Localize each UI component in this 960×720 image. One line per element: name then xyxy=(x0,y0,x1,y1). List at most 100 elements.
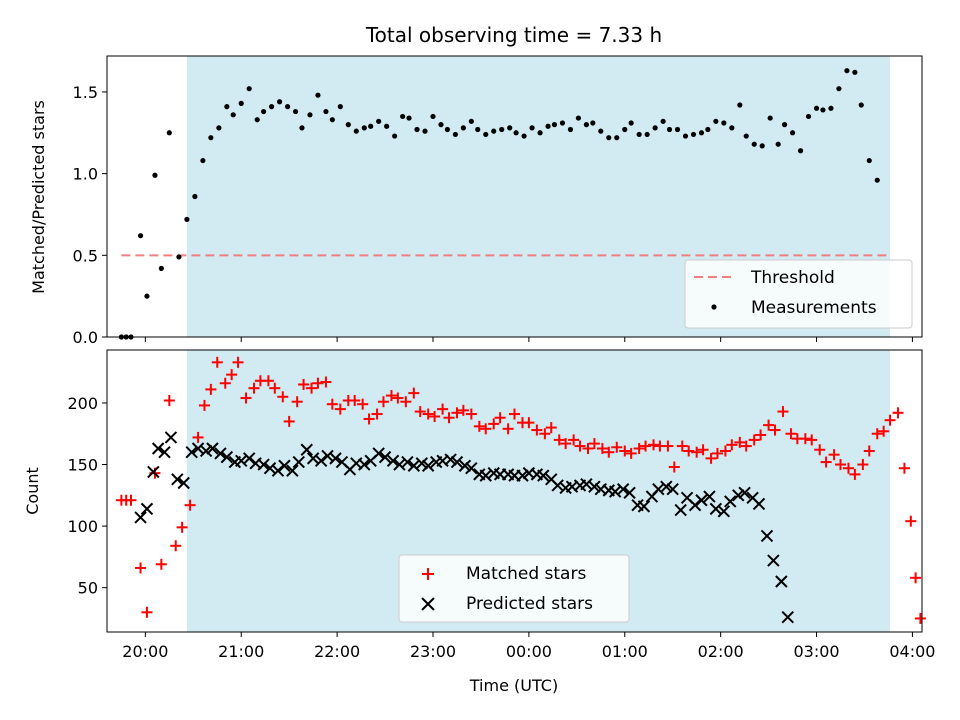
predicted-star-point xyxy=(185,446,198,459)
predicted-star-point xyxy=(171,473,184,486)
predicted-star-point xyxy=(732,489,745,502)
matched-star-point xyxy=(184,499,196,511)
predicted-star-point xyxy=(220,450,234,464)
x-tick-label: 00:00 xyxy=(506,642,552,661)
measurement-point xyxy=(315,92,321,98)
matched-star-point xyxy=(248,382,260,394)
x-axis-title: Time (UTC) xyxy=(469,676,558,695)
measurement-point xyxy=(353,128,359,134)
measurement-point xyxy=(805,113,812,120)
predicted-star-point xyxy=(177,476,190,490)
measurement-point xyxy=(729,125,735,131)
bottom-legend: Matched stars Predicted stars xyxy=(398,554,630,623)
matched-star-point xyxy=(211,356,223,368)
matched-star-point xyxy=(135,562,147,574)
measurement-point xyxy=(628,120,634,126)
x-tick-label: 01:00 xyxy=(602,642,648,661)
matched-star-point xyxy=(531,424,543,436)
matched-star-point xyxy=(377,396,389,408)
matched-star-point xyxy=(357,398,369,410)
predicted-star-point xyxy=(752,497,766,511)
top-y-tick-label: 1.5 xyxy=(73,83,98,102)
measurement-point xyxy=(660,118,666,124)
predicted-star-point xyxy=(760,529,774,543)
measurement-point xyxy=(674,126,681,133)
measurement-point xyxy=(614,135,620,141)
measurement-point xyxy=(299,125,305,131)
matched-star-point xyxy=(814,444,826,456)
matched-star-point xyxy=(298,378,310,390)
measurement-point xyxy=(152,172,158,178)
predicted-star-point xyxy=(450,455,464,469)
measurement-point xyxy=(666,126,673,133)
measurement-point xyxy=(636,131,642,138)
measurement-point xyxy=(284,104,291,110)
x-tick-label: 04:00 xyxy=(889,642,935,661)
predicted-star-point xyxy=(616,482,630,496)
matched-star-point xyxy=(523,417,535,429)
matched-star-point xyxy=(676,440,688,452)
matched-star-point xyxy=(588,438,600,450)
matched-star-point xyxy=(914,612,926,624)
matched-star-point xyxy=(240,392,252,404)
predicted-star-point xyxy=(271,464,285,477)
predicted-star-point xyxy=(660,480,673,493)
measurement-point xyxy=(166,130,172,136)
predicted-star-point xyxy=(551,479,564,492)
measurement-point xyxy=(329,117,335,123)
x-tick-label: 20:00 xyxy=(122,642,168,661)
matched-star-point xyxy=(219,377,231,389)
predicted-star-point xyxy=(321,449,334,463)
measurement-point xyxy=(230,112,236,118)
measurement-point xyxy=(438,122,444,128)
matched-star-point xyxy=(443,412,455,424)
measurement-point xyxy=(690,131,697,138)
predicted-star-point xyxy=(537,469,550,482)
measurement-point xyxy=(246,86,252,92)
predicted-star-point xyxy=(717,505,731,518)
matched-star-point xyxy=(283,415,295,427)
matched-star-point xyxy=(640,440,652,452)
measurement-point xyxy=(158,265,164,271)
matched-star-point xyxy=(619,445,631,457)
measurement-point xyxy=(828,105,834,111)
matched-star-point xyxy=(835,459,846,471)
measurement-point xyxy=(775,141,781,147)
measurement-point xyxy=(682,133,689,139)
matched-star-point xyxy=(683,445,695,457)
measurement-point xyxy=(224,104,230,110)
measurement-point xyxy=(713,118,719,124)
measurement-point xyxy=(545,123,551,129)
matched-star-point xyxy=(842,462,854,474)
measurement-point xyxy=(468,118,474,124)
predicted-star-point xyxy=(235,454,248,468)
measurement-point xyxy=(874,177,880,183)
measurement-point xyxy=(652,125,658,131)
top-panel: 0.0 0.5 1.0 1.5 Matched/Predicted stars Thr… xyxy=(29,55,923,347)
matched-star-point xyxy=(625,447,637,459)
matched-star-point xyxy=(277,391,289,403)
bottom-axes-frame xyxy=(106,349,923,633)
measurement-point xyxy=(460,125,466,131)
predicted-star-point xyxy=(243,452,256,465)
predicted-star-point xyxy=(164,431,178,444)
measurement-point xyxy=(852,69,858,75)
matched-star-point xyxy=(863,445,875,457)
predicted-star-point xyxy=(775,575,788,588)
measurement-point xyxy=(820,107,826,113)
measurement-point xyxy=(575,115,582,121)
measurement-point xyxy=(176,254,182,260)
predicted-star-point xyxy=(724,495,737,508)
matched-star-point xyxy=(748,434,760,446)
predicted-star-point xyxy=(688,498,702,512)
predicted-star-point xyxy=(580,478,593,491)
matched-star-point xyxy=(568,434,580,446)
measurement-point xyxy=(430,113,436,120)
matched-star-point xyxy=(408,387,420,399)
measurement-point xyxy=(844,68,850,74)
predicted-star-point xyxy=(516,469,529,482)
bottom-panel: 50 100 150 200 20:00 21:00 22:00 23:00 00:00 01:… xyxy=(23,349,935,695)
measurement-point xyxy=(781,122,788,128)
matched-star-point xyxy=(306,382,318,394)
